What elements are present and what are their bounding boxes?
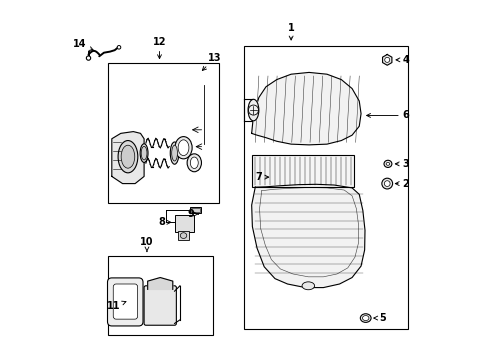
- Ellipse shape: [381, 178, 392, 189]
- FancyBboxPatch shape: [107, 278, 142, 326]
- Ellipse shape: [302, 282, 314, 290]
- Text: 8: 8: [158, 217, 170, 227]
- Ellipse shape: [121, 145, 135, 168]
- Ellipse shape: [140, 144, 148, 162]
- Text: 11: 11: [107, 301, 126, 311]
- Text: 14: 14: [73, 40, 93, 50]
- Ellipse shape: [171, 145, 177, 161]
- Ellipse shape: [383, 160, 391, 167]
- Ellipse shape: [384, 181, 389, 186]
- Ellipse shape: [170, 142, 179, 164]
- Ellipse shape: [187, 154, 201, 172]
- Text: 13: 13: [202, 53, 221, 71]
- Bar: [244, 45, 407, 329]
- FancyBboxPatch shape: [144, 286, 176, 325]
- FancyBboxPatch shape: [113, 284, 137, 319]
- Polygon shape: [251, 184, 364, 288]
- Ellipse shape: [362, 316, 368, 320]
- Text: 4: 4: [395, 55, 408, 65]
- Bar: [174, 215, 194, 232]
- Ellipse shape: [360, 314, 370, 322]
- Bar: [251, 155, 353, 187]
- Text: 1: 1: [287, 23, 294, 40]
- Text: 10: 10: [140, 237, 153, 252]
- Ellipse shape: [175, 136, 192, 159]
- Polygon shape: [251, 72, 360, 145]
- Ellipse shape: [118, 140, 138, 173]
- Ellipse shape: [141, 146, 147, 160]
- Ellipse shape: [178, 140, 188, 156]
- Ellipse shape: [190, 157, 198, 168]
- Circle shape: [117, 45, 121, 49]
- Circle shape: [86, 56, 90, 60]
- Text: 9: 9: [187, 209, 198, 219]
- Polygon shape: [112, 132, 144, 184]
- Text: 12: 12: [152, 37, 166, 59]
- Bar: [191, 208, 200, 212]
- Polygon shape: [147, 278, 172, 289]
- Bar: [107, 63, 218, 203]
- Text: 6: 6: [366, 111, 408, 121]
- Text: 5: 5: [373, 313, 385, 323]
- Bar: [178, 231, 188, 240]
- Ellipse shape: [247, 99, 258, 121]
- Ellipse shape: [386, 162, 389, 165]
- Text: 7: 7: [254, 172, 268, 182]
- Circle shape: [384, 57, 389, 62]
- Bar: [190, 207, 201, 213]
- Bar: [107, 256, 213, 335]
- Text: 2: 2: [394, 179, 408, 189]
- Polygon shape: [382, 54, 391, 65]
- Ellipse shape: [180, 233, 186, 238]
- Text: 3: 3: [394, 159, 408, 169]
